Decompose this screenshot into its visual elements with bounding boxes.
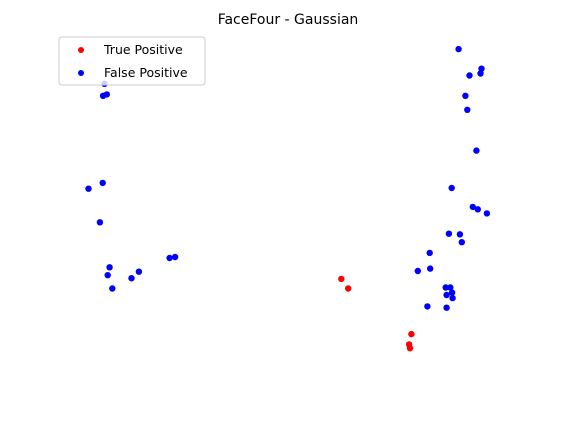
false-positive-point-6 <box>97 219 103 225</box>
chart-title: FaceFour - Gaussian <box>218 12 359 28</box>
false-positive-point-21 <box>449 185 455 191</box>
plot-area <box>85 46 490 352</box>
false-positive-point-24 <box>484 210 490 216</box>
false-positive-point-34 <box>443 292 449 298</box>
false-positive-point-36 <box>424 303 430 309</box>
true-positive-point-3 <box>408 331 414 337</box>
true-positive-point-2 <box>345 285 351 291</box>
false-positive-point-19 <box>464 107 470 113</box>
true-positive-point-5 <box>407 345 413 351</box>
false-positive-point-23 <box>475 206 481 212</box>
true-positive-point-1 <box>338 276 344 282</box>
legend-label-true-positive: True Positive <box>103 42 183 57</box>
false-positive-point-3 <box>100 93 106 99</box>
legend-marker-true-positive <box>78 47 84 53</box>
legend-label-false-positive: False Positive <box>104 65 188 80</box>
false-positive-point-8 <box>166 255 172 261</box>
false-positive-point-28 <box>427 250 433 256</box>
false-positive-point-26 <box>457 231 463 237</box>
false-positive-point-29 <box>427 265 433 271</box>
false-positive-point-33 <box>449 289 455 295</box>
false-positive-point-13 <box>109 285 115 291</box>
false-positive-point-5 <box>85 186 91 192</box>
false-positive-point-12 <box>128 275 134 281</box>
false-positive-point-35 <box>449 295 455 301</box>
false-positive-point-27 <box>459 239 465 245</box>
false-positive-point-37 <box>443 305 449 311</box>
false-positive-point-18 <box>462 93 468 99</box>
legend: True Positive False Positive <box>59 37 205 85</box>
false-positive-point-20 <box>473 147 479 153</box>
false-positive-point-25 <box>446 231 452 237</box>
false-positive-point-16 <box>477 70 483 76</box>
legend-marker-false-positive <box>78 70 84 76</box>
false-positive-point-17 <box>466 72 472 78</box>
false-positive-point-4 <box>100 180 106 186</box>
false-positive-point-9 <box>106 264 112 270</box>
false-positive-point-7 <box>172 254 178 260</box>
false-positive-point-30 <box>415 268 421 274</box>
false-positive-point-14 <box>455 46 461 52</box>
false-positive-point-11 <box>136 269 142 275</box>
false-positive-point-10 <box>105 272 111 278</box>
